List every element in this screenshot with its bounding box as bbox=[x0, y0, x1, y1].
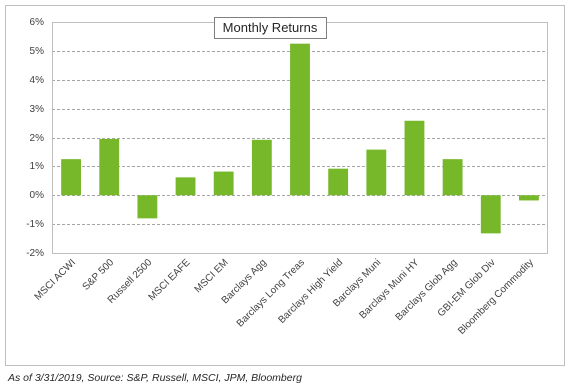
bar bbox=[61, 159, 81, 196]
bar bbox=[480, 195, 501, 234]
bar bbox=[442, 159, 463, 196]
title-box bbox=[214, 17, 327, 39]
y-tick-label: 6% bbox=[30, 17, 45, 28]
bar bbox=[251, 139, 272, 196]
y-tick-label: 4% bbox=[30, 75, 45, 86]
y-tick-label: 3% bbox=[30, 104, 45, 115]
y-tick-label: 5% bbox=[30, 46, 45, 57]
bar bbox=[175, 177, 196, 196]
bar bbox=[290, 43, 310, 196]
chart-border bbox=[5, 5, 565, 366]
bar bbox=[404, 120, 425, 196]
bar bbox=[137, 195, 158, 219]
bar bbox=[213, 171, 234, 196]
y-tick-label: 0% bbox=[30, 190, 45, 201]
bar bbox=[99, 138, 120, 196]
y-tick-label: 2% bbox=[30, 133, 45, 144]
bar bbox=[519, 195, 539, 201]
bar bbox=[366, 149, 387, 196]
y-tick-label: -2% bbox=[26, 248, 44, 259]
y-tick-label: -1% bbox=[26, 219, 44, 230]
source-note: As of 3/31/2019, Source: S&P, Russell, M… bbox=[7, 372, 302, 384]
chart-title: Monthly Returns bbox=[223, 20, 318, 35]
bar bbox=[328, 168, 349, 196]
y-tick-label: 1% bbox=[30, 161, 45, 172]
